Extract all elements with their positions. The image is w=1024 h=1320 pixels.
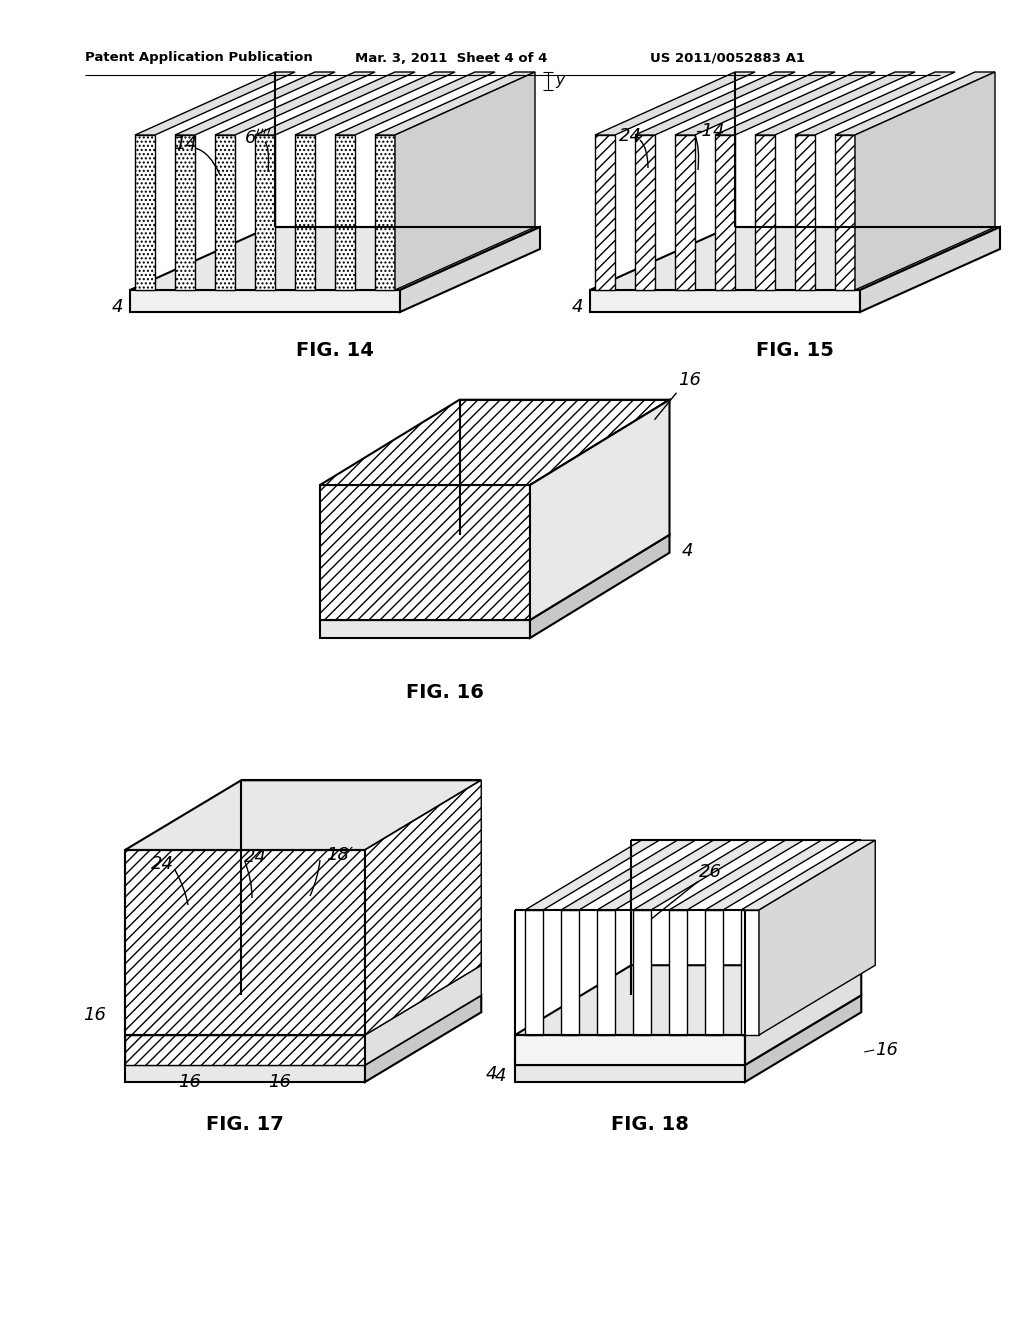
- Polygon shape: [395, 73, 535, 290]
- Polygon shape: [715, 135, 735, 290]
- Polygon shape: [295, 73, 455, 135]
- Polygon shape: [515, 1035, 745, 1065]
- Polygon shape: [375, 73, 535, 135]
- Polygon shape: [745, 965, 861, 1065]
- Polygon shape: [530, 400, 670, 620]
- Text: 16: 16: [678, 371, 701, 389]
- Text: 6$^{\prime\prime\prime\prime}$: 6$^{\prime\prime\prime\prime}$: [245, 128, 271, 148]
- Text: 4: 4: [571, 298, 583, 315]
- Text: 16: 16: [84, 1006, 106, 1024]
- Text: FIG. 17: FIG. 17: [206, 1115, 284, 1134]
- Polygon shape: [125, 995, 481, 1065]
- Text: -14: -14: [695, 121, 725, 140]
- Polygon shape: [515, 995, 861, 1065]
- Polygon shape: [675, 73, 835, 135]
- Text: 24: 24: [618, 127, 641, 145]
- Polygon shape: [669, 909, 687, 1035]
- Text: FIG. 18: FIG. 18: [611, 1115, 689, 1134]
- Polygon shape: [860, 227, 1000, 312]
- Polygon shape: [595, 135, 615, 290]
- Polygon shape: [125, 1035, 365, 1065]
- Polygon shape: [705, 841, 840, 909]
- Text: 26: 26: [698, 863, 722, 880]
- Text: 18′: 18′: [327, 846, 353, 865]
- Polygon shape: [255, 73, 415, 135]
- Polygon shape: [125, 780, 481, 850]
- Text: y: y: [555, 74, 564, 88]
- Text: Mar. 3, 2011  Sheet 4 of 4: Mar. 3, 2011 Sheet 4 of 4: [355, 51, 548, 65]
- Polygon shape: [319, 484, 530, 620]
- Text: 4: 4: [485, 1065, 497, 1082]
- Polygon shape: [561, 841, 695, 909]
- Polygon shape: [130, 290, 400, 312]
- Polygon shape: [561, 909, 579, 1035]
- Polygon shape: [135, 135, 155, 290]
- Polygon shape: [745, 995, 861, 1082]
- Polygon shape: [795, 73, 955, 135]
- Polygon shape: [175, 135, 195, 290]
- Polygon shape: [125, 965, 481, 1035]
- Polygon shape: [515, 965, 861, 1035]
- Text: FIG. 16: FIG. 16: [407, 684, 484, 702]
- Polygon shape: [525, 909, 543, 1035]
- Polygon shape: [515, 1065, 745, 1082]
- Polygon shape: [597, 909, 615, 1035]
- Polygon shape: [633, 841, 767, 909]
- Polygon shape: [375, 135, 395, 290]
- Text: 16: 16: [268, 1073, 292, 1092]
- Text: Patent Application Publication: Patent Application Publication: [85, 51, 312, 65]
- Polygon shape: [335, 135, 355, 290]
- Polygon shape: [755, 73, 915, 135]
- Polygon shape: [759, 841, 876, 1035]
- Polygon shape: [530, 535, 670, 638]
- Text: 24: 24: [151, 855, 173, 873]
- Polygon shape: [130, 227, 540, 290]
- Polygon shape: [319, 535, 670, 620]
- Text: 16: 16: [874, 1041, 898, 1059]
- Polygon shape: [215, 135, 234, 290]
- Polygon shape: [125, 850, 365, 1035]
- Polygon shape: [319, 620, 530, 638]
- Polygon shape: [365, 780, 481, 1035]
- Polygon shape: [215, 73, 375, 135]
- Polygon shape: [295, 135, 315, 290]
- Polygon shape: [705, 909, 723, 1035]
- Polygon shape: [125, 1065, 365, 1082]
- Text: 24: 24: [244, 847, 266, 866]
- Polygon shape: [590, 227, 1000, 290]
- Polygon shape: [365, 995, 481, 1082]
- Polygon shape: [715, 73, 874, 135]
- Polygon shape: [595, 73, 755, 135]
- Polygon shape: [335, 73, 495, 135]
- Text: 4: 4: [112, 298, 123, 315]
- Polygon shape: [175, 73, 335, 135]
- Polygon shape: [669, 841, 803, 909]
- Polygon shape: [319, 400, 670, 484]
- Text: US 2011/0052883 A1: US 2011/0052883 A1: [650, 51, 805, 65]
- Text: FIG. 15: FIG. 15: [756, 341, 834, 359]
- Text: 4: 4: [495, 1067, 506, 1085]
- Text: FIG. 14: FIG. 14: [296, 341, 374, 359]
- Polygon shape: [855, 73, 995, 290]
- Polygon shape: [365, 965, 481, 1065]
- Text: 4: 4: [682, 541, 693, 560]
- Text: 16: 16: [178, 1073, 202, 1092]
- Polygon shape: [635, 135, 655, 290]
- Polygon shape: [633, 909, 651, 1035]
- Polygon shape: [597, 841, 731, 909]
- Polygon shape: [135, 73, 295, 135]
- Polygon shape: [635, 73, 795, 135]
- Text: 14: 14: [174, 135, 198, 153]
- Polygon shape: [741, 841, 876, 909]
- Polygon shape: [525, 841, 659, 909]
- Polygon shape: [400, 227, 540, 312]
- Polygon shape: [675, 135, 695, 290]
- Polygon shape: [755, 135, 775, 290]
- Polygon shape: [590, 290, 860, 312]
- Polygon shape: [255, 135, 275, 290]
- Polygon shape: [835, 73, 995, 135]
- Polygon shape: [795, 135, 815, 290]
- Polygon shape: [835, 135, 855, 290]
- Polygon shape: [741, 909, 759, 1035]
